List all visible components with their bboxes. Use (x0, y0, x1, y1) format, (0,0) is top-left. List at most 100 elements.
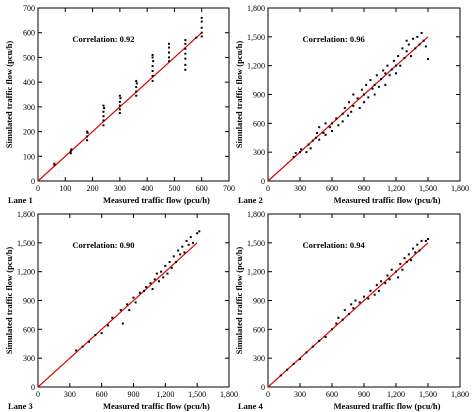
data-point (414, 47, 417, 50)
data-point (153, 278, 156, 281)
data-point (135, 82, 138, 85)
data-point (390, 68, 393, 71)
y-tick-label: 900 (253, 297, 265, 306)
data-point (102, 119, 105, 122)
lane-label: Lane 3 (8, 401, 33, 411)
data-point (151, 53, 154, 56)
data-point (412, 37, 415, 40)
y-axis-label: Simulated traffic flow (pcu/h) (4, 247, 14, 355)
data-point (424, 239, 427, 242)
data-point (151, 79, 154, 82)
data-point (118, 112, 121, 115)
data-point (347, 114, 349, 117)
data-point (184, 39, 187, 42)
data-point (324, 122, 327, 125)
data-point (343, 106, 346, 109)
chart-panel-3: 0 300 600 900 1,200 1,500 1,800 0 300 600 900 1,200… (4, 210, 238, 411)
y-tick-label: 600 (23, 29, 35, 38)
data-point (162, 276, 165, 279)
data-point (86, 131, 89, 134)
data-point (401, 268, 404, 271)
data-point (200, 31, 203, 34)
correlation-annotation: Correlation: 0.94 (303, 240, 366, 250)
data-point (299, 358, 301, 361)
data-point (316, 131, 319, 134)
x-axis-label: Measured traffic flow (pcu/h) (103, 401, 210, 411)
data-point (286, 368, 289, 371)
data-point (179, 253, 182, 256)
data-point (311, 139, 314, 142)
data-point (358, 106, 361, 109)
y-tick-label: 1,800 (247, 4, 265, 13)
data-point (377, 85, 380, 88)
x-tick-label: 1,200 (387, 184, 405, 193)
data-point (118, 100, 121, 103)
data-point (390, 268, 393, 271)
y-tick-label: 1,200 (17, 268, 35, 277)
y-tick-label: 100 (23, 152, 35, 161)
data-point (172, 255, 175, 258)
x-tick-label: 1,500 (188, 390, 206, 399)
data-point (418, 249, 421, 252)
data-point (350, 110, 353, 113)
data-point (167, 56, 170, 59)
data-point (184, 68, 187, 71)
data-point (358, 301, 361, 304)
data-point (412, 247, 415, 250)
data-point (118, 104, 121, 107)
x-tick-label: 1,200 (387, 390, 405, 399)
data-point (181, 245, 184, 248)
data-point (149, 282, 152, 285)
data-point (386, 64, 389, 67)
data-point (198, 230, 201, 233)
y-tick-label: 1,800 (17, 210, 35, 219)
x-tick-label: 0 (36, 184, 40, 193)
y-tick-label: 900 (23, 297, 35, 306)
y-tick-label: 900 (253, 91, 265, 100)
data-point (174, 261, 177, 264)
data-point (86, 130, 89, 133)
data-point (135, 94, 138, 97)
data-point (167, 42, 170, 45)
x-tick-label: 600 (326, 184, 338, 193)
data-point (145, 286, 148, 289)
lane-label: Lane 1 (8, 195, 33, 205)
x-tick-label: 1,500 (419, 184, 437, 193)
data-point (119, 97, 122, 100)
data-point (305, 351, 308, 354)
data-point (121, 322, 124, 325)
data-point (405, 50, 408, 53)
data-point (87, 340, 90, 343)
fit-line (267, 36, 429, 182)
data-point (384, 72, 387, 75)
data-point (53, 162, 56, 165)
data-point (407, 253, 410, 256)
data-point (397, 276, 400, 279)
data-point (399, 262, 402, 265)
x-tick-label: 1,200 (156, 390, 174, 399)
y-tick-label: 1,800 (247, 210, 265, 219)
chart-panel-2: 0 300 600 900 1,200 1,500 1,800 0 300 600 900 1,200… (234, 4, 469, 205)
data-point (388, 278, 391, 281)
x-tick-label: 700 (223, 184, 235, 193)
data-point (318, 339, 321, 342)
data-point (185, 239, 188, 242)
data-point (294, 152, 297, 155)
data-point (369, 79, 372, 82)
x-axis-label: Measured traffic flow (pcu/h) (103, 195, 210, 205)
data-point (166, 272, 169, 275)
y-axis-label: Simulated traffic flow (pcu/h) (234, 41, 244, 149)
data-point (424, 45, 427, 48)
data-point (409, 55, 412, 58)
data-point (395, 270, 397, 273)
data-point (102, 104, 105, 107)
data-point (356, 97, 359, 100)
data-point (315, 136, 317, 139)
data-point (75, 349, 78, 352)
data-point (360, 88, 363, 91)
y-axis-label: Simulated traffic flow (pcu/h) (4, 41, 14, 149)
data-point (305, 151, 308, 154)
fit-line (267, 242, 429, 388)
x-axis-label: Measured traffic flow (pcu/h) (334, 401, 441, 411)
data-point (118, 94, 121, 97)
